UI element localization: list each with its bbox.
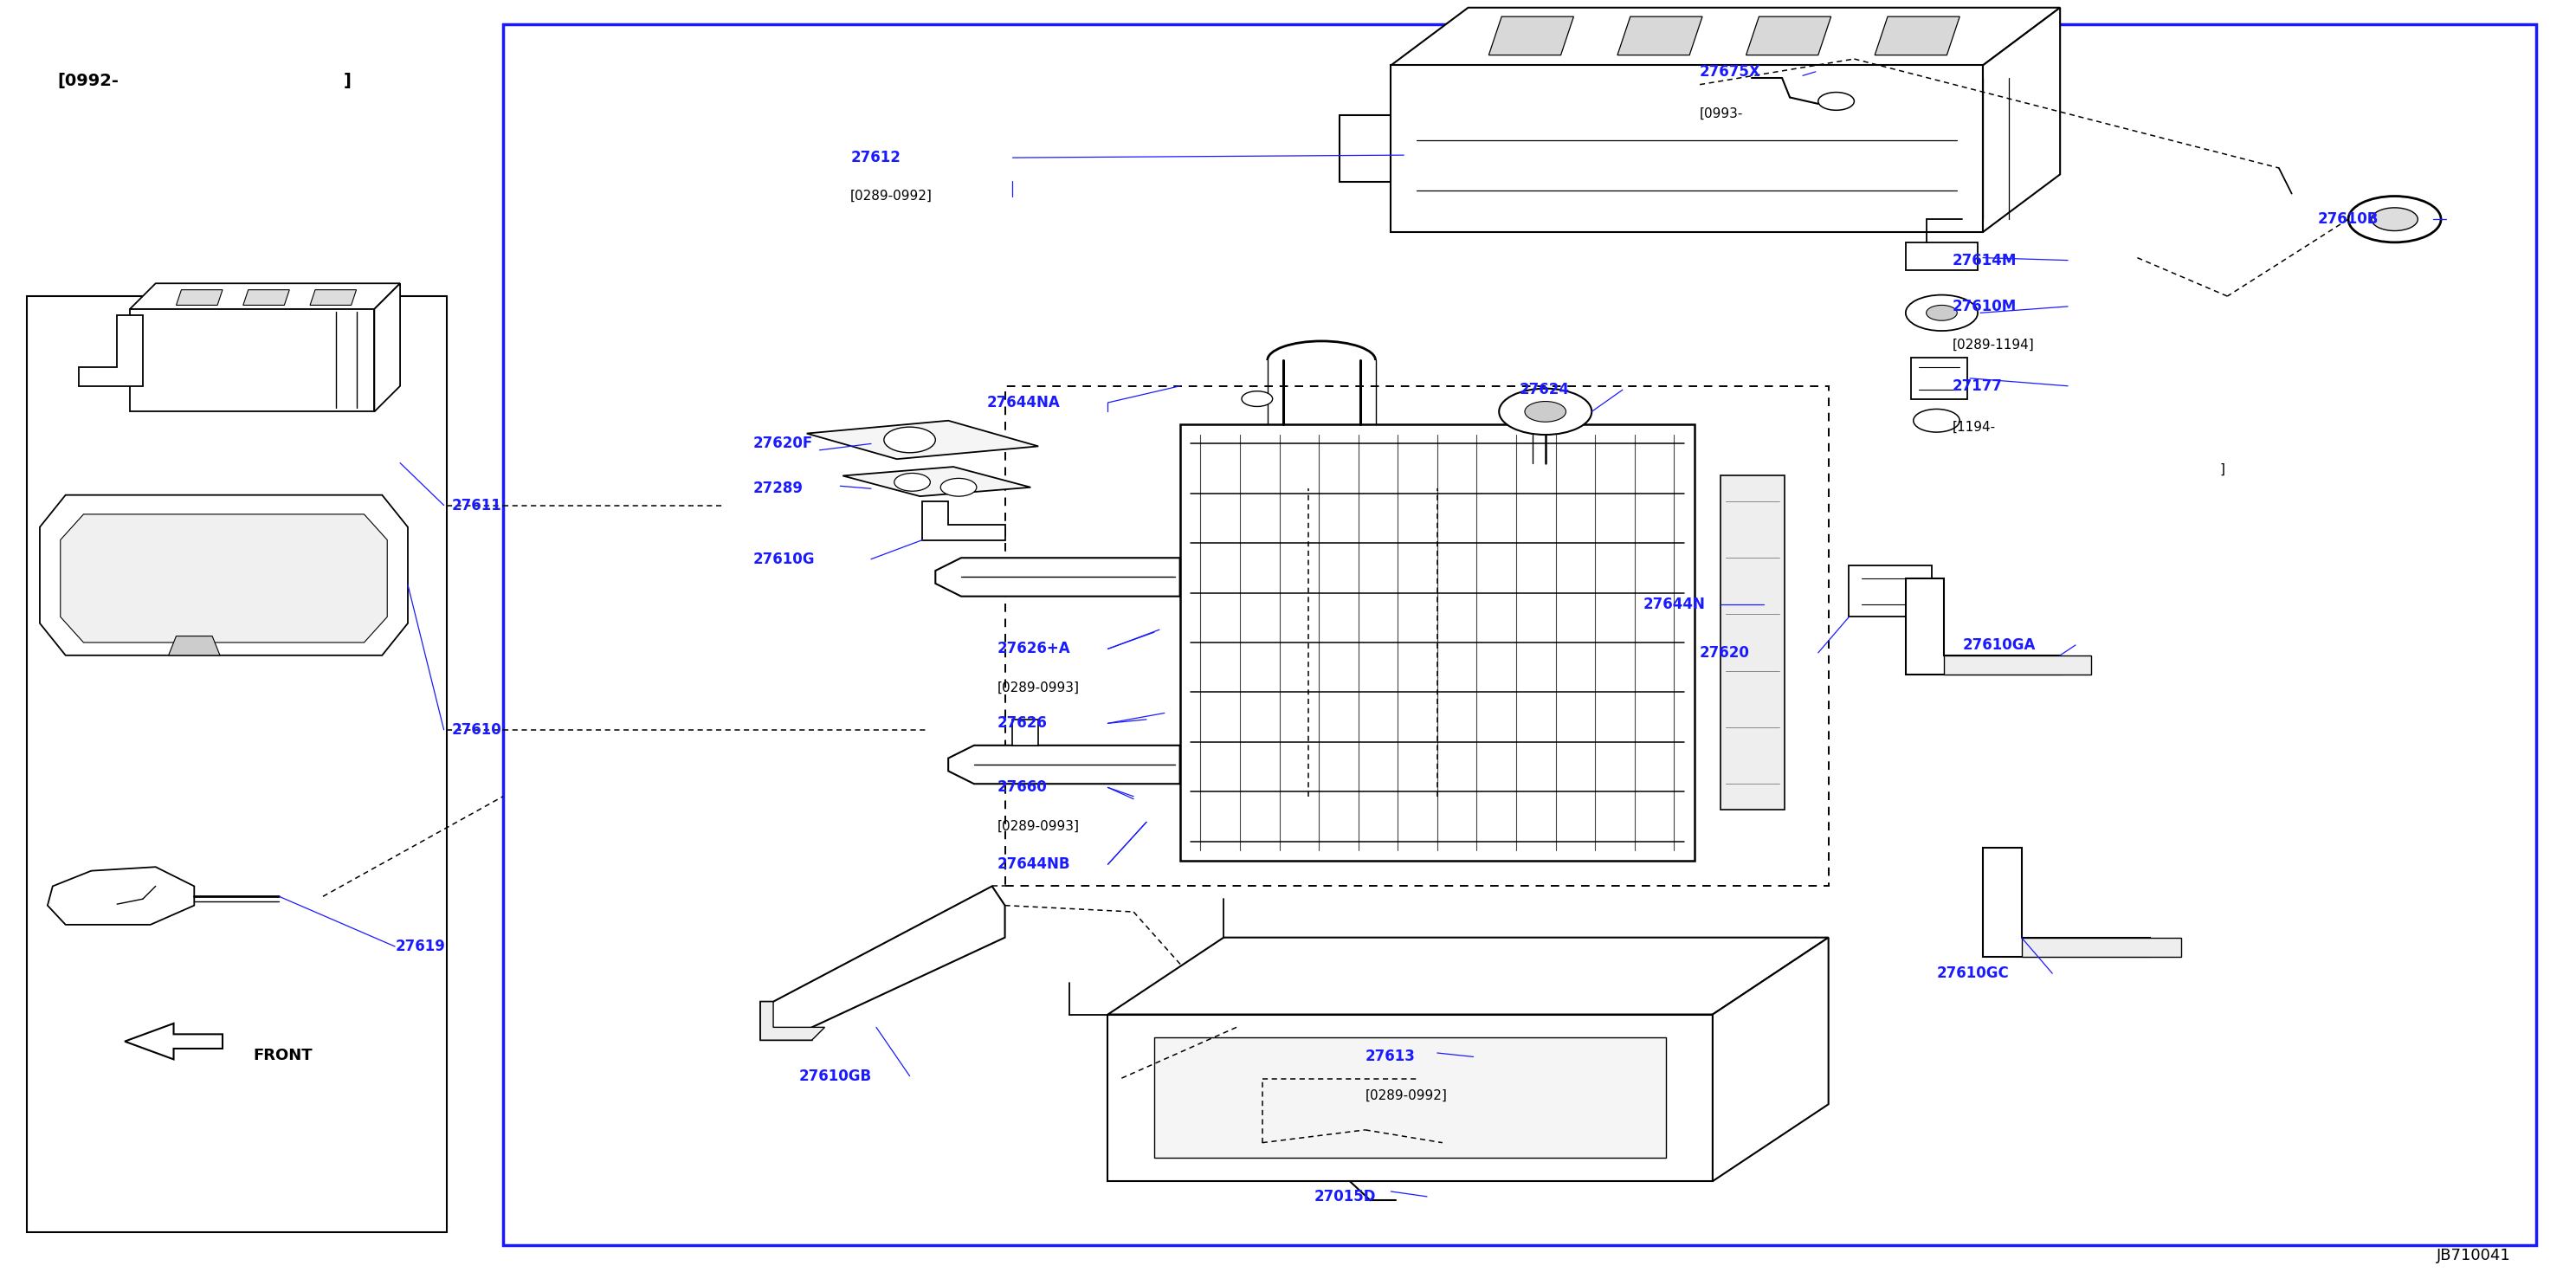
Text: 27660: 27660 [997,780,1048,795]
Text: [0289-0992]: [0289-0992] [1365,1088,1448,1101]
Polygon shape [760,887,1005,1040]
Polygon shape [842,466,1030,496]
Polygon shape [1906,578,2061,675]
Polygon shape [129,308,374,411]
Circle shape [2349,197,2442,243]
Text: [0289-0993]: [0289-0993] [997,820,1079,833]
Polygon shape [948,745,1180,784]
Text: [1194-: [1194- [1953,420,1996,433]
Polygon shape [175,290,222,305]
Text: 27610B: 27610B [2318,212,2378,227]
Polygon shape [1012,720,1038,745]
Text: [0289-1194]: [0289-1194] [1953,338,2035,351]
Circle shape [894,473,930,491]
Bar [1911,357,1968,398]
Text: 27610GC: 27610GC [1937,965,2009,982]
Polygon shape [760,1001,824,1040]
Text: ]: ] [2221,463,2226,475]
Polygon shape [129,284,399,308]
Text: 27610M: 27610M [1953,298,2017,315]
Circle shape [1927,305,1958,320]
Polygon shape [922,501,1005,540]
Text: 27289: 27289 [752,481,804,496]
Text: 27644N: 27644N [1643,596,1705,612]
Text: 27619: 27619 [394,938,446,955]
Bar [26,297,446,1232]
Polygon shape [2022,938,2182,957]
Polygon shape [1154,1037,1667,1158]
Text: 27626+A: 27626+A [997,641,1072,657]
Polygon shape [1875,17,1960,55]
Circle shape [884,427,935,452]
Text: FRONT: FRONT [252,1047,312,1063]
Polygon shape [1391,66,1984,233]
Circle shape [1914,409,1960,432]
Text: 27612: 27612 [850,150,902,166]
Circle shape [940,478,976,496]
Polygon shape [124,1023,222,1059]
Text: [0289-0993]: [0289-0993] [997,681,1079,694]
Text: 27610: 27610 [451,722,502,738]
Polygon shape [1984,848,2151,957]
Text: 27015D: 27015D [1314,1189,1376,1204]
Polygon shape [1713,938,1829,1181]
Polygon shape [59,514,386,642]
Text: 27614M: 27614M [1953,252,2017,269]
Polygon shape [1721,475,1785,810]
Circle shape [1499,388,1592,434]
Text: 27644NB: 27644NB [997,857,1072,873]
Bar [502,24,2537,1245]
Circle shape [1525,401,1566,421]
Polygon shape [1108,1014,1713,1181]
Polygon shape [1945,655,2092,675]
Text: 27644NA: 27644NA [987,394,1061,410]
Polygon shape [1984,8,2061,233]
Polygon shape [1108,938,1829,1014]
Circle shape [1819,93,1855,111]
Text: [0993-: [0993- [1700,108,1744,121]
Text: 27613: 27613 [1365,1049,1414,1064]
Text: 27626: 27626 [997,716,1048,731]
Text: 27177: 27177 [1953,378,2002,393]
Text: ]: ] [343,72,350,89]
Text: 27610GB: 27610GB [799,1068,871,1083]
Circle shape [1242,391,1273,406]
Bar [1005,386,1829,887]
Polygon shape [1489,17,1574,55]
Text: [0289-0992]: [0289-0992] [850,190,933,203]
Polygon shape [806,420,1038,459]
Polygon shape [935,558,1180,596]
Polygon shape [242,290,289,305]
Polygon shape [1180,424,1695,861]
Text: 27624: 27624 [1520,382,1569,397]
Polygon shape [309,290,355,305]
Text: JB710041: JB710041 [2437,1248,2512,1263]
Polygon shape [374,284,399,411]
Text: 27610G: 27610G [752,551,814,567]
Polygon shape [167,636,219,655]
Text: 27610GA: 27610GA [1963,637,2035,653]
Text: 27611: 27611 [451,497,502,513]
Polygon shape [39,495,407,655]
Polygon shape [77,315,142,386]
Text: 27620: 27620 [1700,645,1749,660]
Polygon shape [1391,8,2061,66]
Polygon shape [46,867,193,925]
Text: 27620F: 27620F [752,436,811,451]
Bar [1850,565,1932,617]
Circle shape [2372,208,2419,231]
Polygon shape [1747,17,1832,55]
Polygon shape [1618,17,1703,55]
Text: [0992-: [0992- [57,72,118,89]
Text: 27675X: 27675X [1700,64,1762,80]
Bar [1906,243,1978,271]
Circle shape [1906,296,1978,330]
